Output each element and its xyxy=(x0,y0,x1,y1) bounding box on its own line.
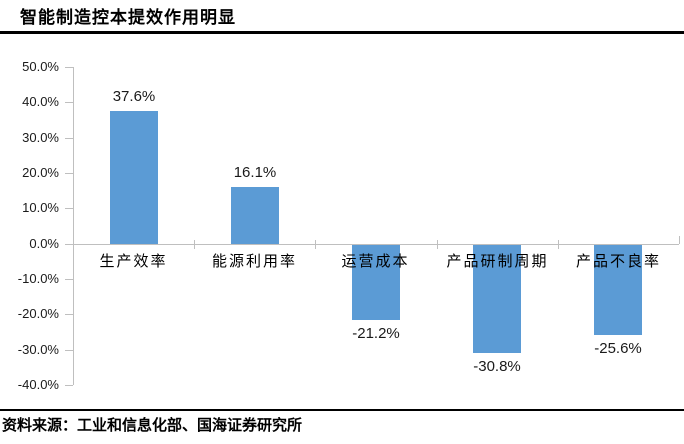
bar-value-label: -30.8% xyxy=(473,358,521,375)
bar-value-label: 16.1% xyxy=(233,164,277,181)
category-label: 运营成本 xyxy=(341,254,410,270)
y-axis-tick xyxy=(65,314,73,315)
y-axis-label: -10.0% xyxy=(17,271,59,286)
category-label: 生产效率 xyxy=(99,254,168,270)
y-axis-label: 0.0% xyxy=(29,236,59,251)
source-note: 资料来源：工业和信息化部、国海证券研究所 xyxy=(2,418,303,434)
y-axis-label: 50.0% xyxy=(22,59,59,74)
y-axis-label: -30.0% xyxy=(17,342,59,357)
bar-value-label: 37.6% xyxy=(112,88,156,105)
category-boundary-tick xyxy=(315,240,316,249)
y-axis-tick xyxy=(65,102,73,103)
title-underline xyxy=(0,31,684,34)
chart-title: 智能制造控本提效作用明显 xyxy=(20,8,236,27)
bar-value-label: -25.6% xyxy=(594,340,642,357)
category-boundary-tick xyxy=(194,240,195,249)
y-axis-label: 10.0% xyxy=(22,200,59,215)
category-boundary-tick xyxy=(437,240,438,249)
y-axis-label: 20.0% xyxy=(22,165,59,180)
y-axis-tick xyxy=(65,350,73,351)
bar xyxy=(110,111,158,244)
y-axis-tick xyxy=(65,173,73,174)
category-boundary-tick xyxy=(558,240,559,249)
bar xyxy=(352,245,400,320)
zero-axis-line xyxy=(73,244,679,245)
y-axis-label: 30.0% xyxy=(22,130,59,145)
footer-rule xyxy=(0,409,684,411)
y-axis-tick xyxy=(65,67,73,68)
y-axis-label: 40.0% xyxy=(22,94,59,109)
y-axis-label: -40.0% xyxy=(17,377,59,392)
bar xyxy=(231,187,279,244)
y-axis-tick xyxy=(65,244,73,245)
bar xyxy=(594,245,642,335)
category-label: 产品研制周期 xyxy=(446,254,549,270)
y-axis-tick xyxy=(65,385,73,386)
y-axis-tick xyxy=(65,138,73,139)
y-axis-tick xyxy=(65,279,73,280)
bar xyxy=(473,245,521,353)
category-label: 能源利用率 xyxy=(211,254,297,270)
y-axis-line xyxy=(73,67,74,385)
y-axis-label: -20.0% xyxy=(17,306,59,321)
bar-value-label: -21.2% xyxy=(352,325,400,342)
y-axis-tick xyxy=(65,208,73,209)
category-boundary-tick xyxy=(679,236,680,244)
category-label: 产品不良率 xyxy=(575,254,661,270)
